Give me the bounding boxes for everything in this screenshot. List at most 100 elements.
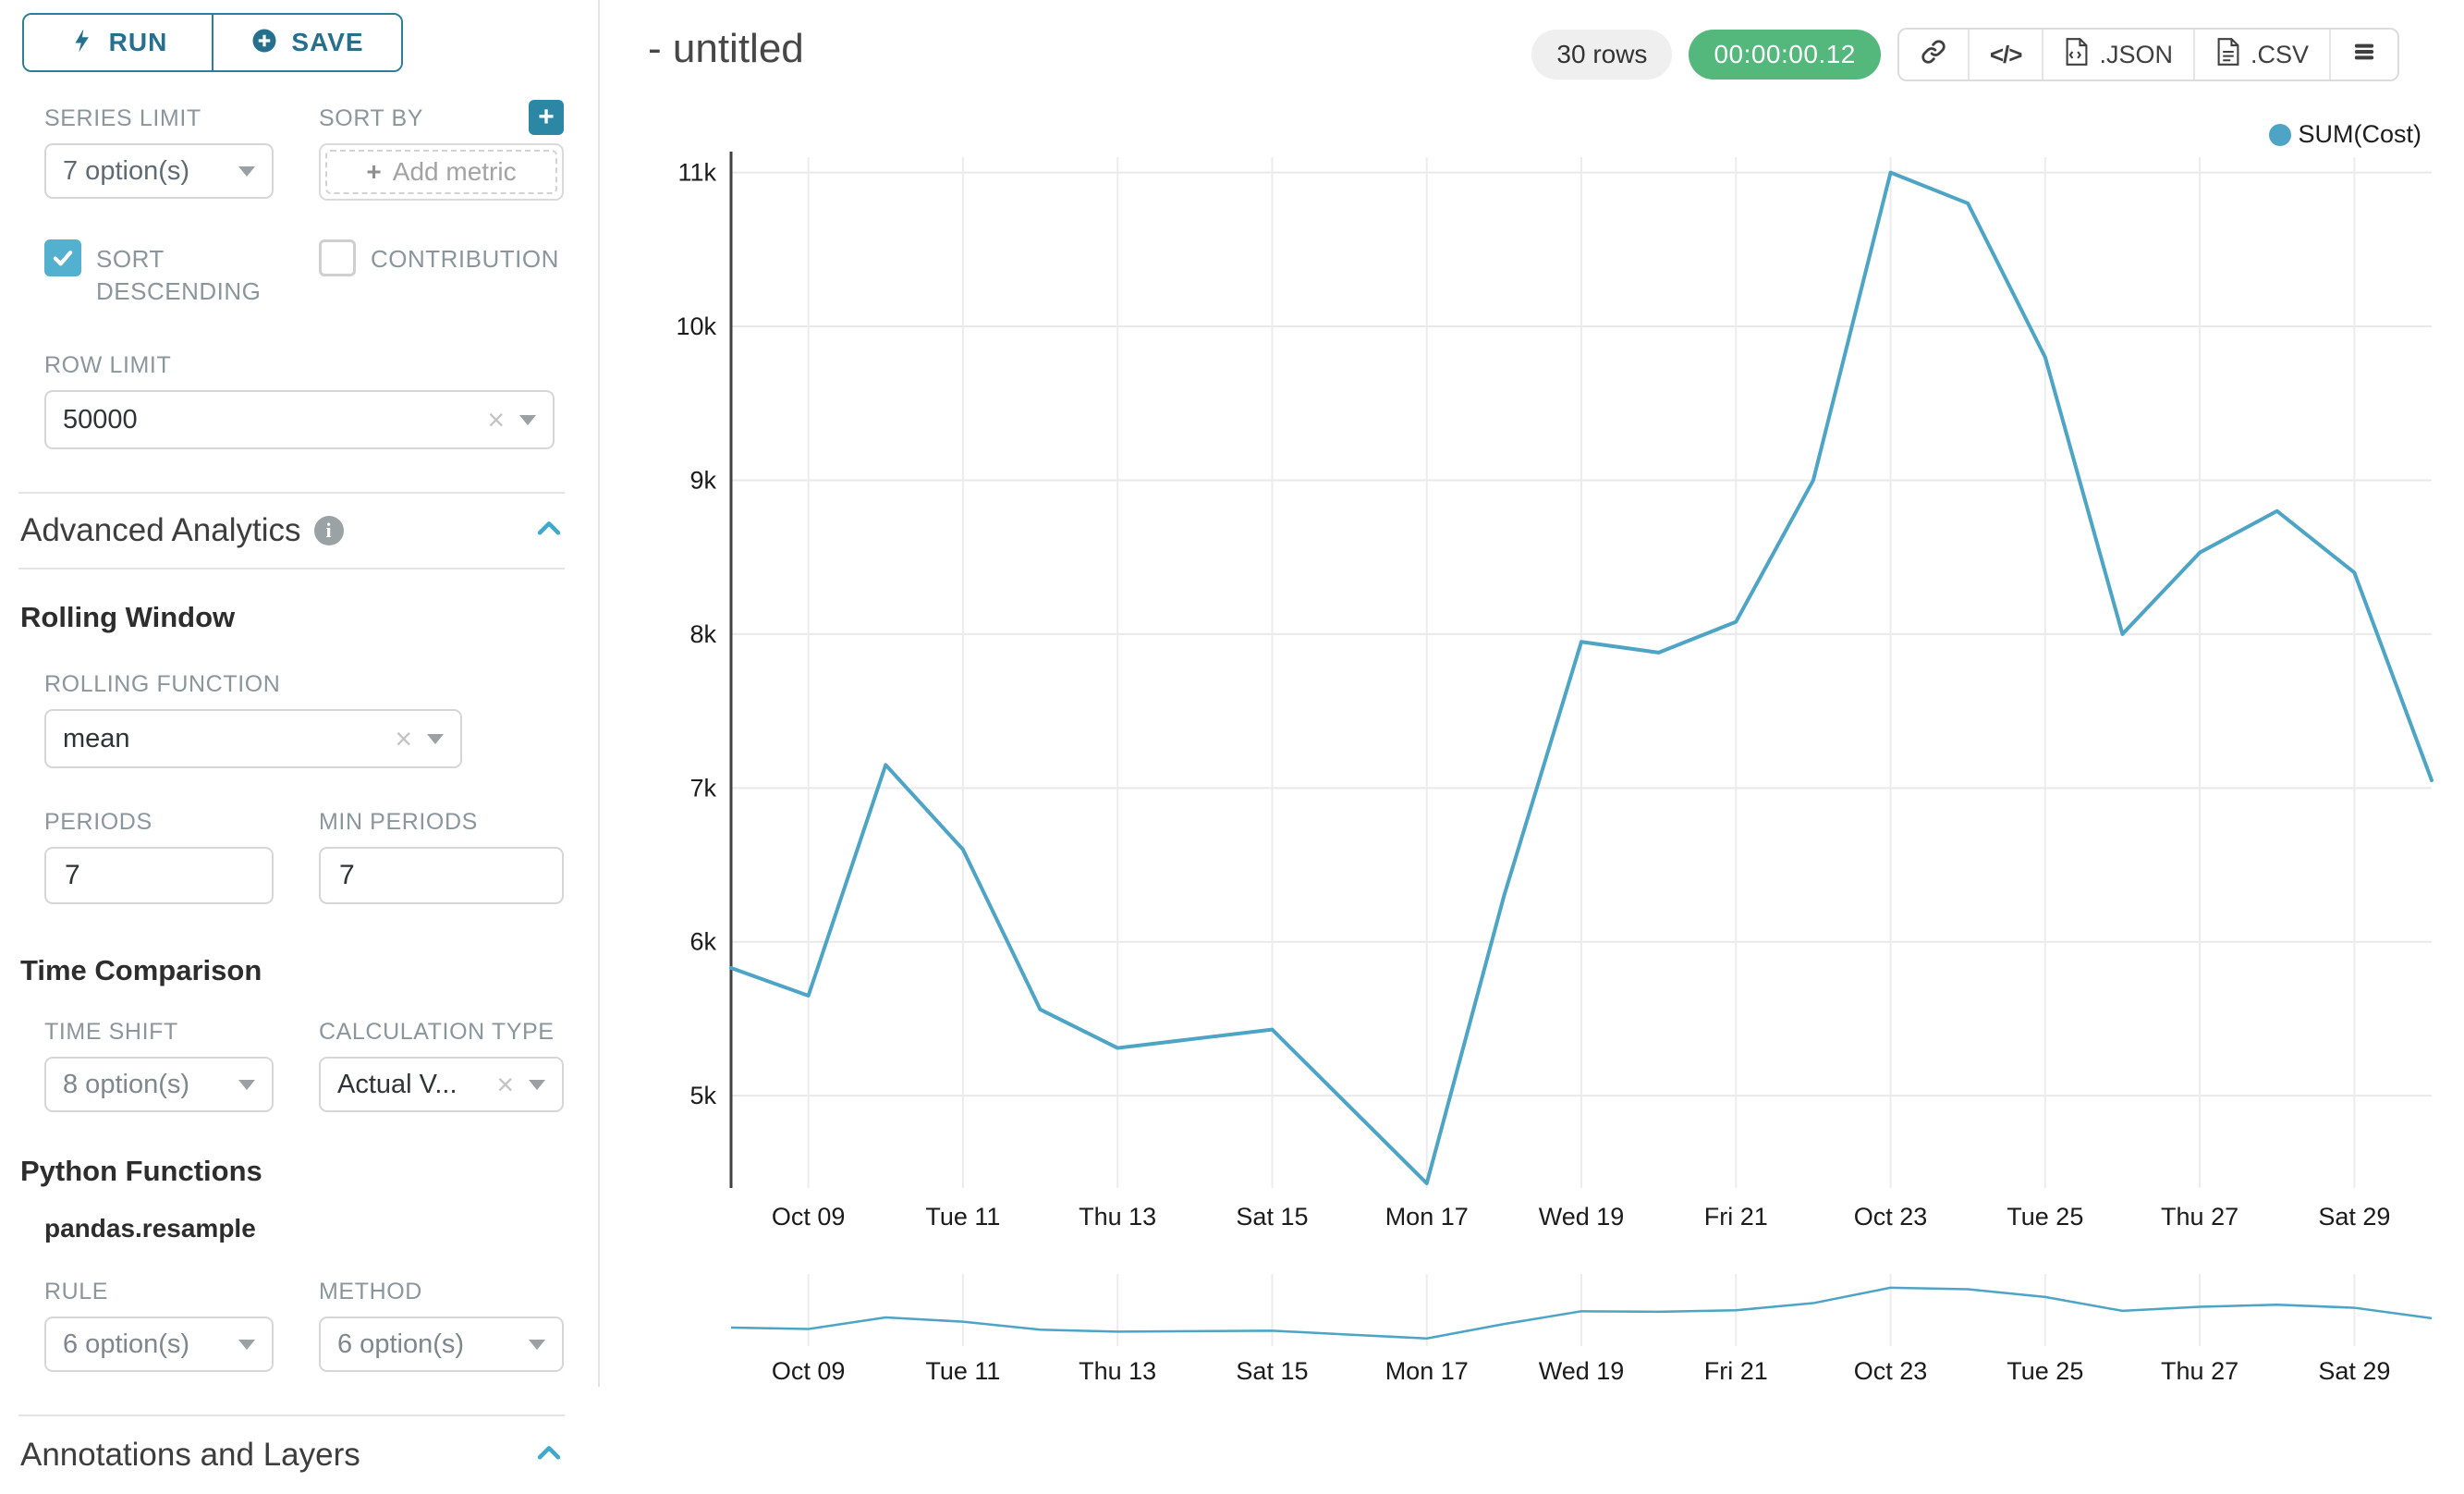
svg-text:Fri 21: Fri 21 bbox=[1704, 1357, 1768, 1385]
svg-text:6k: 6k bbox=[689, 928, 716, 956]
svg-text:Sat 15: Sat 15 bbox=[1236, 1357, 1308, 1385]
rolling-function-select[interactable]: mean × bbox=[44, 709, 462, 769]
min-periods-input[interactable] bbox=[319, 847, 564, 905]
embed-code-button[interactable]: </> bbox=[1967, 30, 2043, 80]
row-limit-label: ROW LIMIT bbox=[44, 352, 172, 379]
contribution-checkbox[interactable]: CONTRIBUTION bbox=[319, 239, 564, 308]
rolling-function-label: ROLLING FUNCTION bbox=[44, 671, 281, 698]
sort-by-label: SORT BY bbox=[319, 105, 424, 131]
save-button[interactable]: SAVE bbox=[212, 15, 401, 70]
checkbox-unchecked-icon bbox=[319, 239, 356, 276]
run-save-button-group: RUN SAVE bbox=[22, 13, 403, 72]
sort-by-dropzone[interactable]: + Add metric bbox=[319, 143, 564, 201]
svg-text:Oct 23: Oct 23 bbox=[1854, 1357, 1928, 1385]
clear-icon[interactable]: × bbox=[487, 403, 505, 437]
export-json-button[interactable]: .JSON bbox=[2042, 30, 2193, 80]
sort-descending-label: SORT DESCENDING bbox=[96, 245, 262, 306]
control-panel: RUN SAVE SERIES LIMIT 7 option(s) SORT B… bbox=[0, 0, 600, 1473]
svg-text:Tue 11: Tue 11 bbox=[925, 1203, 1000, 1231]
run-button[interactable]: RUN bbox=[24, 15, 212, 70]
add-metric-placeholder: Add metric bbox=[392, 157, 517, 186]
svg-text:Mon 17: Mon 17 bbox=[1385, 1357, 1469, 1385]
method-label: METHOD bbox=[319, 1279, 422, 1305]
chevron-down-icon bbox=[238, 165, 255, 177]
export-csv-label: .CSV bbox=[2250, 40, 2309, 68]
legend-label: SUM(Cost) bbox=[2298, 120, 2422, 148]
svg-text:Oct 23: Oct 23 bbox=[1854, 1203, 1928, 1231]
advanced-analytics-title: Advanced Analytics bbox=[20, 512, 301, 549]
clear-icon[interactable]: × bbox=[496, 1068, 514, 1102]
chart-legend[interactable]: SUM(Cost) bbox=[2268, 120, 2422, 149]
time-shift-label: TIME SHIFT bbox=[44, 1019, 178, 1046]
chevron-down-icon bbox=[529, 1339, 545, 1350]
annotations-header[interactable]: Annotations and Layers bbox=[20, 1416, 565, 1494]
plus-icon: + bbox=[366, 157, 382, 186]
chart-area: - untitled 30 rows 00:00:00.12 </> .JSON bbox=[602, 0, 2464, 1387]
svg-text:Mon 17: Mon 17 bbox=[1385, 1203, 1469, 1231]
python-functions-title: Python Functions bbox=[20, 1155, 262, 1188]
lightning-icon bbox=[68, 27, 96, 59]
export-csv-button[interactable]: .CSV bbox=[2192, 30, 2329, 80]
chevron-down-icon bbox=[529, 1079, 545, 1090]
periods-label: PERIODS bbox=[44, 809, 152, 836]
chart-menu-button[interactable] bbox=[2329, 30, 2397, 80]
svg-text:Tue 25: Tue 25 bbox=[2007, 1357, 2083, 1385]
svg-text:Thu 27: Thu 27 bbox=[2161, 1203, 2238, 1231]
chevron-down-icon bbox=[519, 414, 536, 425]
code-icon: </> bbox=[1989, 40, 2023, 68]
save-button-label: SAVE bbox=[291, 28, 364, 56]
svg-text:7k: 7k bbox=[689, 774, 716, 802]
svg-text:Oct 09: Oct 09 bbox=[772, 1203, 846, 1231]
svg-text:Tue 25: Tue 25 bbox=[2007, 1203, 2083, 1231]
file-json-icon bbox=[2064, 37, 2090, 72]
calculation-type-label: CALCULATION TYPE bbox=[319, 1019, 555, 1046]
svg-text:Sat 29: Sat 29 bbox=[2318, 1357, 2390, 1385]
chevron-down-icon bbox=[238, 1079, 255, 1090]
series-limit-label: SERIES LIMIT bbox=[44, 105, 201, 131]
svg-text:Fri 21: Fri 21 bbox=[1704, 1203, 1768, 1231]
svg-text:8k: 8k bbox=[689, 620, 716, 648]
export-button-group: </> .JSON .CSV bbox=[1897, 28, 2399, 81]
hamburger-icon bbox=[2351, 39, 2377, 71]
copy-link-button[interactable] bbox=[1899, 30, 1968, 80]
chevron-down-icon bbox=[427, 733, 444, 744]
svg-text:5k: 5k bbox=[689, 1082, 716, 1109]
row-limit-select[interactable]: 50000 × bbox=[44, 390, 555, 450]
annotations-title: Annotations and Layers bbox=[20, 1437, 360, 1474]
advanced-analytics-header[interactable]: Advanced Analytics i bbox=[20, 494, 565, 568]
chevron-up-icon[interactable] bbox=[533, 1438, 565, 1474]
info-icon: i bbox=[313, 516, 344, 546]
chart-title[interactable]: - untitled bbox=[648, 26, 804, 71]
svg-text:Wed 19: Wed 19 bbox=[1539, 1357, 1625, 1385]
calculation-type-select[interactable]: Actual V... × bbox=[319, 1057, 564, 1113]
svg-text:9k: 9k bbox=[689, 466, 716, 494]
svg-text:11k: 11k bbox=[677, 159, 716, 187]
svg-text:Sat 15: Sat 15 bbox=[1236, 1203, 1308, 1231]
periods-input[interactable] bbox=[44, 847, 274, 905]
svg-text:Thu 13: Thu 13 bbox=[1079, 1357, 1156, 1385]
svg-text:Thu 27: Thu 27 bbox=[2161, 1357, 2238, 1385]
clear-icon[interactable]: × bbox=[395, 722, 412, 756]
chevron-up-icon[interactable] bbox=[533, 513, 565, 549]
pandas-resample-title: pandas.resample bbox=[44, 1214, 256, 1243]
min-periods-label: MIN PERIODS bbox=[319, 809, 478, 836]
plus-circle-icon bbox=[250, 27, 278, 59]
export-json-label: .JSON bbox=[2099, 40, 2173, 68]
svg-text:Wed 19: Wed 19 bbox=[1539, 1203, 1625, 1231]
main-chart[interactable]: 5k 6k 7k 8k 9k 10k 11k Oct 09 Oct 09 Tue 11 Tue 11… bbox=[602, 0, 2464, 1387]
method-select[interactable]: 6 option(s) bbox=[319, 1316, 564, 1373]
contribution-label: CONTRIBUTION bbox=[371, 245, 559, 273]
sort-descending-checkbox[interactable]: SORT DESCENDING bbox=[44, 239, 274, 308]
rule-label: RULE bbox=[44, 1279, 109, 1305]
legend-dot-icon bbox=[2268, 123, 2291, 146]
link-icon bbox=[1920, 38, 1947, 72]
checkbox-checked-icon bbox=[44, 239, 81, 276]
series-limit-select[interactable]: 7 option(s) bbox=[44, 143, 274, 199]
chevron-down-icon bbox=[238, 1339, 255, 1350]
run-button-label: RUN bbox=[108, 28, 168, 56]
svg-text:Sat 29: Sat 29 bbox=[2318, 1203, 2390, 1231]
time-comparison-title: Time Comparison bbox=[20, 954, 262, 987]
add-sort-by-button[interactable]: + bbox=[529, 100, 564, 135]
rule-select[interactable]: 6 option(s) bbox=[44, 1316, 274, 1373]
time-shift-select[interactable]: 8 option(s) bbox=[44, 1057, 274, 1113]
